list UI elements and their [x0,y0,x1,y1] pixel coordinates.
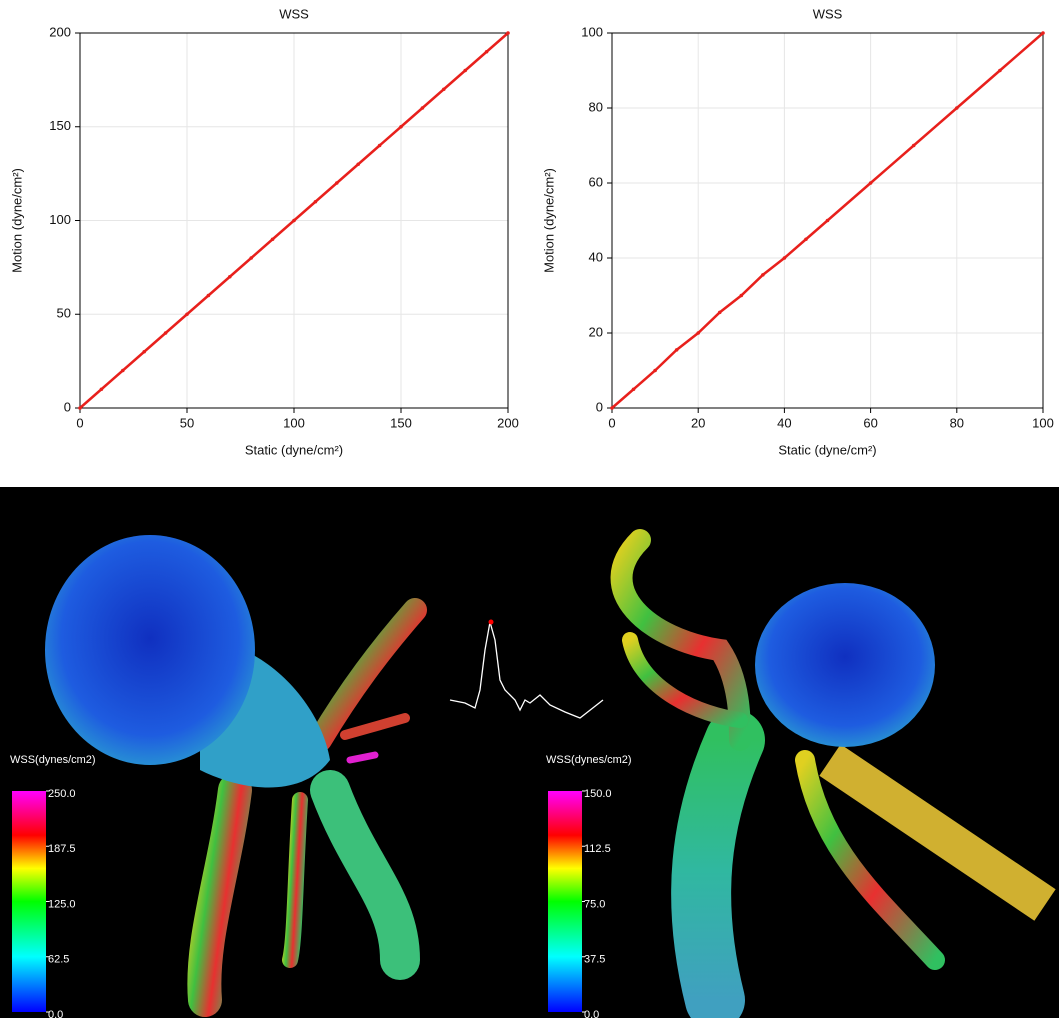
y-tick-label: 100 [581,24,603,39]
scatter-point [631,387,636,392]
colorbar-tick-label: 250.0 [48,788,76,800]
x-tick-label: 100 [1032,415,1054,430]
scatter-point [356,162,361,167]
scatter-point [825,218,830,223]
scatter-point [185,312,189,317]
scatter-point [99,387,104,392]
colorbar-gradient [12,791,46,1012]
x-tick-label: 0 [76,415,83,430]
scatter-point [142,349,146,354]
x-axis-label: Static (dyne/cm²) [778,442,876,457]
colorbar-tick-label: 150.0 [584,788,612,800]
x-axis-label: Static (dyne/cm²) [245,442,343,457]
scatter-point [1041,31,1045,35]
scatter-point [955,106,959,110]
scatter-point [249,256,253,260]
scatter-point [696,331,700,335]
x-tick-label: 50 [180,415,194,430]
colorbar-tick-label: 187.5 [48,843,76,855]
colorbar-tick-label: 62.5 [48,954,69,966]
scatter-point [804,237,808,242]
scatter-trend [611,32,1044,409]
colorbar: WSS(dynes/cm2) 250.0 187.5 125.0 62.5 0.0 [10,754,96,1021]
x-tick-label: 0 [608,415,615,430]
y-tick-label: 50 [57,306,71,321]
left-vessel [45,535,427,1017]
y-tick-label: 80 [589,99,603,114]
scatter-point [761,273,765,277]
scatter-point [739,293,744,298]
y-tick-label: 40 [589,249,603,264]
y-tick-label: 20 [589,324,603,339]
scatter-point [163,331,168,335]
y-tick-label: 200 [49,24,71,39]
waveform [449,621,604,719]
y-tick-label: 60 [589,174,603,189]
y-tick-label: 0 [596,399,603,414]
colorbar-title: WSS(dynes/cm2) [10,754,96,766]
scatter-point [506,31,510,35]
scatter-point [610,406,614,410]
x-tick-label: 20 [691,415,705,430]
colorbar-tick-label: 112.5 [584,843,611,855]
scatter-point [228,274,232,279]
scatter-point [420,106,425,110]
scatter-point [377,143,382,148]
x-tick-label: 200 [497,415,519,430]
scatter-point [674,348,679,352]
colorbar: WSS(dynes/cm2) 150.0 112.5 75.0 37.5 0.0 [546,754,632,1021]
scatter-point [782,256,787,260]
scatter-point [206,293,211,298]
colorbar-tick-label: 0.0 [48,1009,63,1018]
x-tick-label: 40 [777,415,791,430]
scatter-point [442,87,446,92]
y-tick-label: 0 [64,399,71,414]
scatter-point [868,181,873,185]
scatter-point [463,68,468,73]
scatter-point [292,218,296,223]
y-axis-label: Motion (dyne/cm²) [541,168,556,273]
waveform-marker [488,619,494,625]
scatter-point [313,199,318,204]
chart-title: WSS [279,6,309,21]
plot-frame [79,32,509,409]
colorbar-tick-label: 0.0 [584,1009,599,1018]
y-tick-label: 150 [49,118,71,133]
y-tick-label: 100 [49,212,71,227]
colorbar-tick-label: 37.5 [584,954,605,966]
scatter-point [998,68,1002,73]
colorbar-tick-label: 125.0 [48,898,76,910]
scatter-point [335,181,339,185]
scatter-point [399,124,403,129]
scatter-point [121,368,125,373]
y-axis-label: Motion (dyne/cm²) [9,168,24,273]
x-tick-label: 100 [283,415,305,430]
scatter-point [717,310,722,315]
scatter-point [911,143,916,148]
right-vessel [610,529,1056,1023]
x-tick-label: 150 [390,415,412,430]
plot-frame [611,32,1044,409]
colorbar-gradient [548,791,582,1012]
scatter-point [270,237,275,242]
x-tick-label: 80 [950,415,964,430]
x-tick-label: 60 [863,415,877,430]
scatter-point [484,49,489,54]
colorbar-title: WSS(dynes/cm2) [546,754,632,766]
scatter-point [653,368,657,373]
scatter-point [78,406,82,410]
colorbar-tick-label: 75.0 [584,898,605,910]
chart-title: WSS [813,6,843,21]
